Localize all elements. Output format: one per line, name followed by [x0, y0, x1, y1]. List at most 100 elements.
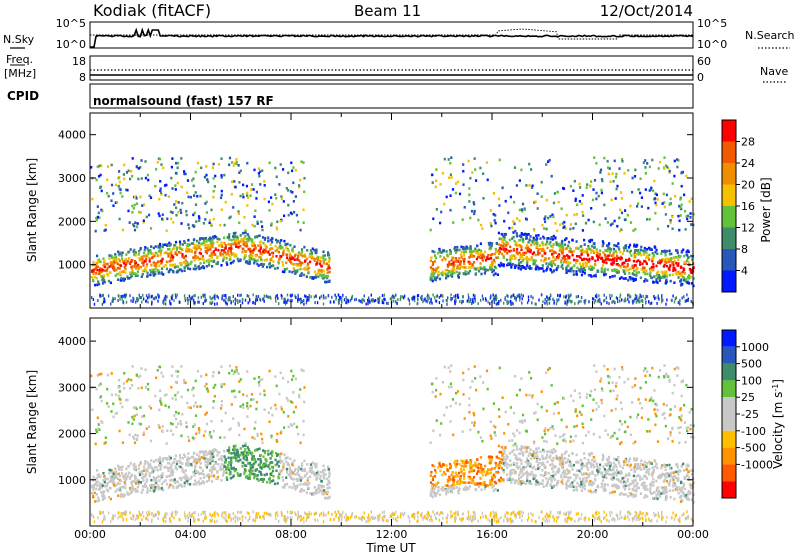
power-cell: [202, 237, 205, 240]
velocity-cell: [431, 483, 434, 486]
power-cell: [590, 238, 594, 242]
power-cell: [193, 259, 196, 262]
power-cell: [133, 248, 136, 252]
power-cell: [493, 301, 496, 305]
velocity-cell: [142, 479, 145, 482]
power-cell: [620, 211, 624, 215]
power-cell: [216, 294, 218, 298]
power-cell: [242, 247, 245, 251]
power-cell: [294, 272, 297, 275]
velocity-cell: [467, 475, 470, 479]
power-cell: [543, 249, 546, 253]
power-cell: [233, 180, 236, 183]
velocity-cell: [261, 480, 264, 483]
velocity-cell: [521, 470, 524, 473]
power-cell: [285, 187, 288, 190]
power-cell: [594, 299, 596, 303]
power-cell: [170, 165, 173, 169]
velocity-cell: [146, 461, 149, 464]
velocity-cell: [271, 465, 274, 469]
velocity-cell: [100, 490, 103, 494]
velocity-cell: [675, 476, 678, 480]
power-cell: [178, 246, 182, 250]
power-cell: [90, 276, 94, 279]
power-cell: [666, 165, 669, 169]
power-cell: [510, 299, 512, 303]
power-cell: [447, 158, 450, 161]
power-cell: [115, 268, 118, 272]
velocity-cell: [578, 469, 581, 473]
velocity-cell: [553, 478, 557, 481]
power-cell: [434, 278, 437, 282]
power-cell: [146, 274, 149, 277]
velocity-cell: [234, 453, 237, 457]
power-cell: [129, 177, 132, 181]
power-cell: [208, 219, 212, 222]
power-cell: [445, 250, 448, 253]
power-cell: [664, 260, 667, 263]
power-cell: [435, 270, 438, 273]
velocity-cell: [548, 471, 551, 475]
power-cell: [122, 261, 126, 265]
power-cell: [238, 221, 241, 225]
power-cell: [520, 293, 522, 297]
power-cell: [551, 213, 554, 217]
power-cell: [684, 279, 687, 283]
power-cell: [651, 256, 654, 259]
power-cell: [692, 266, 695, 269]
power-ylabel: Slant Range [km]: [25, 158, 39, 262]
velocity-cell: [446, 469, 449, 472]
power-cell: [584, 298, 587, 302]
power-cell: [567, 293, 569, 297]
power-cell: [532, 260, 535, 263]
velocity-cell: [651, 472, 654, 475]
power-cell: [481, 227, 484, 230]
power-cell: [640, 295, 642, 299]
power-cell: [198, 246, 201, 249]
power-cell: [633, 269, 636, 272]
power-cell: [100, 189, 103, 193]
power-cell: [108, 265, 111, 268]
velocity-cell: [259, 458, 262, 461]
power-cell: [561, 246, 565, 250]
power-cell: [527, 233, 530, 236]
power-cell: [148, 213, 151, 217]
velocity-cell: [223, 455, 226, 458]
power-cell: [142, 255, 145, 258]
power-cell: [639, 276, 642, 280]
power-cell: [629, 267, 632, 270]
velocity-cell: [687, 476, 690, 479]
power-cell: [672, 294, 674, 298]
power-cell: [147, 300, 149, 304]
power-cell: [545, 163, 548, 166]
power-cell: [545, 198, 548, 202]
power-cell: [517, 294, 519, 298]
power-cell: [272, 264, 275, 267]
power-cell: [508, 263, 511, 266]
power-cell: [645, 251, 648, 254]
power-cell: [117, 294, 119, 298]
power-cell: [601, 259, 605, 262]
velocity-cell: [121, 474, 125, 478]
velocity-cell: [686, 463, 689, 466]
velocity-cell: [669, 479, 672, 482]
power-cell: [172, 270, 175, 274]
velocity-cell: [596, 473, 599, 476]
power-cell: [433, 296, 436, 300]
power-cell: [491, 253, 494, 256]
nsky-line: [90, 27, 694, 48]
velocity-cell: [137, 467, 140, 471]
power-cell: [243, 215, 246, 219]
velocity-cell: [314, 489, 317, 493]
power-cell: [497, 197, 501, 201]
power-cell: [578, 262, 581, 265]
power-cell: [244, 244, 247, 248]
power-cell: [550, 244, 553, 248]
power-cell: [552, 269, 555, 273]
power-cell: [474, 247, 477, 251]
velocity-cell: [637, 474, 640, 477]
nsky-left-tick-bottom: 10^0: [56, 38, 86, 51]
power-cell: [233, 255, 236, 258]
power-cell: [118, 180, 121, 184]
power-cell: [236, 299, 239, 302]
